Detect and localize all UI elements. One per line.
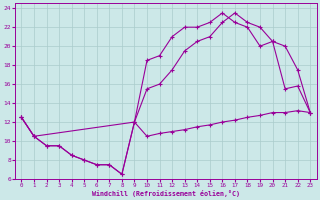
X-axis label: Windchill (Refroidissement éolien,°C): Windchill (Refroidissement éolien,°C) — [92, 190, 240, 197]
